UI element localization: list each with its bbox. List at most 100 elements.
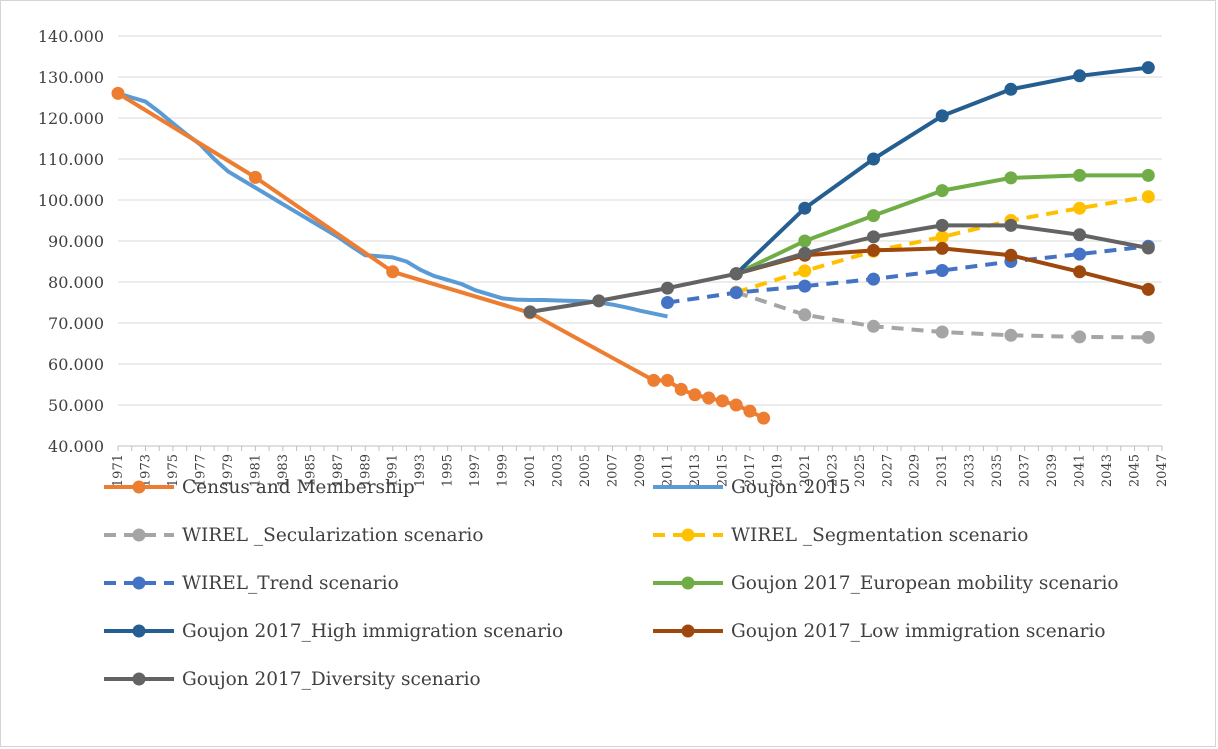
- data-point: [688, 388, 702, 402]
- y-tick-label: 130.000: [38, 68, 104, 87]
- legend-label: Census and Membership: [182, 477, 415, 498]
- y-tick-label: 40.000: [48, 437, 104, 456]
- x-tick-label: 2021: [798, 454, 813, 487]
- y-tick-label: 80.000: [48, 273, 104, 292]
- x-tick-label: 2011: [660, 454, 675, 487]
- legend-item: WIREL_Trend scenario: [104, 573, 399, 594]
- data-point: [729, 398, 743, 412]
- data-point: [798, 234, 812, 248]
- x-tick-label: 2017: [743, 454, 758, 487]
- y-tick-label: 100.000: [38, 191, 104, 210]
- x-tick-label: 2001: [523, 454, 538, 487]
- x-tick-label: 1983: [276, 454, 291, 487]
- y-tick-label: 140.000: [38, 27, 104, 46]
- legend-item: Goujon 2017_High immigration scenario: [104, 621, 563, 642]
- legend-item: Goujon 2017_Diversity scenario: [104, 669, 481, 690]
- data-point: [935, 109, 949, 123]
- series-lines: [111, 61, 1155, 425]
- data-point: [1073, 201, 1087, 215]
- legend-item: Census and Membership: [104, 477, 415, 498]
- x-tick-label: 2019: [770, 454, 785, 487]
- series-goujon-2017-diversity-scenario-line: [529, 223, 1149, 314]
- x-tick-label: 1975: [166, 454, 181, 487]
- x-tick-label: 2007: [606, 454, 621, 487]
- legend-label: Goujon 2017_European mobility scenario: [731, 573, 1119, 594]
- legend-swatch-marker: [132, 672, 146, 686]
- series-goujon-2017-diversity-scenario: [523, 218, 1155, 319]
- data-point: [1141, 330, 1155, 344]
- data-point: [111, 86, 125, 100]
- legend-swatch-marker: [681, 576, 695, 590]
- x-tick-label: 2029: [908, 454, 923, 487]
- series-census-and-membership: [111, 86, 771, 425]
- data-point: [702, 391, 716, 405]
- data-point: [935, 325, 949, 339]
- x-tick-label: 2027: [880, 454, 895, 487]
- x-tick-label: 1979: [221, 454, 236, 487]
- legend-swatch-marker: [681, 528, 695, 542]
- legend-label: WIREL _Secularization scenario: [182, 525, 483, 546]
- legend-swatch-marker: [132, 528, 146, 542]
- x-tick-label: 2013: [688, 454, 703, 487]
- y-tick-label: 110.000: [38, 150, 104, 169]
- series-wirel-secularization-scenario: [729, 285, 1155, 344]
- data-point: [935, 241, 949, 255]
- data-point: [1004, 248, 1018, 262]
- data-point: [935, 264, 949, 277]
- data-point: [729, 267, 743, 281]
- x-tick-label: 2015: [715, 454, 730, 487]
- data-point: [935, 230, 949, 244]
- data-point: [661, 373, 674, 387]
- legend-item: Goujon 2017_European mobility scenario: [653, 573, 1119, 594]
- x-tick-label: 1981: [248, 454, 263, 487]
- data-point: [1004, 171, 1018, 185]
- data-point: [867, 272, 880, 286]
- data-point: [661, 281, 674, 295]
- x-axis: 1971 1973 1975 1977 1979 1981 1983 1985 1987 1989…: [111, 446, 1170, 487]
- data-point: [1073, 330, 1087, 344]
- data-point: [1004, 82, 1018, 96]
- data-point: [867, 230, 880, 244]
- x-tick-label: 2035: [990, 454, 1005, 487]
- x-tick-label: 1987: [331, 454, 346, 487]
- data-point: [592, 294, 606, 308]
- x-tick-label: 1977: [193, 454, 208, 487]
- data-point: [1141, 168, 1155, 182]
- legend-label: WIREL _Segmentation scenario: [731, 525, 1028, 546]
- x-tick-label: 2039: [1045, 454, 1060, 487]
- data-point: [1073, 69, 1087, 83]
- data-point: [1141, 282, 1155, 296]
- legend-label: Goujon 2017_High immigration scenario: [182, 621, 563, 642]
- x-tick-label: 2009: [633, 454, 648, 487]
- data-point: [867, 243, 880, 257]
- data-point: [674, 382, 688, 396]
- data-point: [798, 246, 812, 260]
- legend-label: Goujon 2017_Diversity scenario: [182, 669, 481, 690]
- data-point: [743, 404, 757, 418]
- x-tick-label: 2041: [1073, 454, 1088, 487]
- x-tick-label: 2043: [1100, 454, 1115, 487]
- x-tick-label: 1985: [303, 454, 318, 487]
- data-point: [1141, 241, 1155, 255]
- x-tick-label: 1993: [413, 454, 428, 487]
- data-point: [1141, 190, 1155, 204]
- data-point: [523, 305, 537, 319]
- data-point: [729, 286, 743, 300]
- legend: Census and Membership Goujon 2015 WIREL _S…: [104, 477, 1119, 690]
- data-point: [867, 319, 880, 333]
- x-tick-label: 2033: [963, 454, 978, 487]
- data-point: [1073, 265, 1087, 279]
- y-axis: 40.000 50.000 60.000 70.000 80.000 90.000 100.…: [38, 27, 104, 456]
- x-tick-label: 2037: [1018, 454, 1033, 487]
- x-tick-label: 2005: [578, 454, 593, 487]
- data-point: [867, 209, 880, 223]
- series-goujon-2015-line: [117, 91, 668, 319]
- y-tick-label: 60.000: [48, 355, 104, 374]
- legend-item: WIREL _Segmentation scenario: [653, 525, 1028, 546]
- x-tick-label: 1991: [386, 454, 401, 487]
- data-point: [1073, 228, 1087, 242]
- gridlines: [118, 35, 1162, 447]
- data-point: [935, 218, 949, 232]
- y-tick-label: 120.000: [38, 109, 104, 128]
